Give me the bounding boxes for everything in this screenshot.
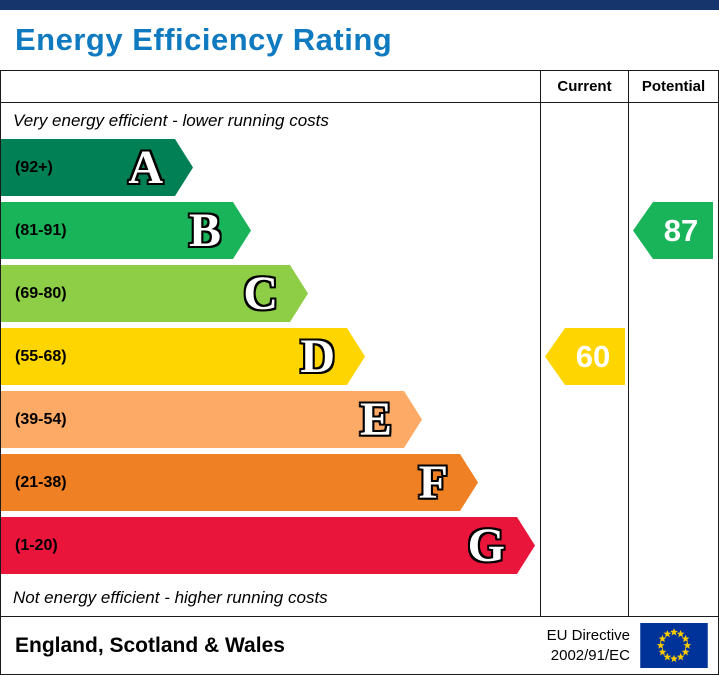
potential-column-body: 87 [629,103,718,616]
current-value: 60 [575,338,611,374]
potential-indicator: 87 [633,202,713,259]
band-row-e: (39-54) E [1,391,422,448]
page-title: Energy Efficiency Rating [15,22,393,57]
band-letter: D [300,329,335,383]
top-bar [0,0,719,10]
eu-directive-line2: 2002/91/EC [550,646,630,664]
eu-directive-line1: EU Directive [546,627,630,644]
note-top: Very energy efficient - lower running co… [13,111,329,130]
band-range-label: (92+) [15,158,53,176]
potential-column: Potential 87 [628,71,718,616]
band-letter: C [243,266,278,320]
band-row-d: (55-68) D [1,328,365,385]
eu-directive-label: EU Directive 2002/91/EC [547,626,630,665]
title-row: Energy Efficiency Rating [0,10,719,70]
band-row-a: (92+) A [1,139,193,196]
eu-flag-icon [640,623,708,668]
band-row-g: (1-20) G [1,517,535,574]
note-bottom: Not energy efficient - higher running co… [13,588,328,607]
main-header-spacer [1,71,540,103]
band-range-label: (1-20) [15,536,58,554]
band-letter: B [188,203,221,257]
band-row-f: (21-38) F [1,454,478,511]
bands-column: Very energy efficient - lower running co… [1,71,540,616]
band-letter: F [418,455,448,509]
energy-efficiency-chart: Very energy efficient - lower running co… [0,70,719,617]
band-range-label: (21-38) [15,473,67,491]
band-row-b: (81-91) B [1,202,251,259]
band-letter: A [128,140,163,194]
band-range-label: (55-68) [15,347,67,365]
band-letter: G [467,518,505,572]
band-letter: E [359,392,392,446]
potential-value: 87 [663,212,699,248]
band-row-c: (69-80) C [1,265,308,322]
footer-region-label: England, Scotland & Wales [15,633,285,657]
potential-header: Potential [629,71,718,103]
current-indicator: 60 [545,328,625,385]
current-column: Current 60 [540,71,628,616]
band-range-label: (81-91) [15,221,67,239]
bands-area: (92+) A (81-91) B (69-80) C (55-68) D (3… [1,139,540,580]
current-header: Current [541,71,628,103]
band-range-label: (39-54) [15,410,67,428]
footer: England, Scotland & Wales EU Directive 2… [0,617,719,675]
band-range-label: (69-80) [15,284,67,302]
current-column-body: 60 [541,103,628,616]
